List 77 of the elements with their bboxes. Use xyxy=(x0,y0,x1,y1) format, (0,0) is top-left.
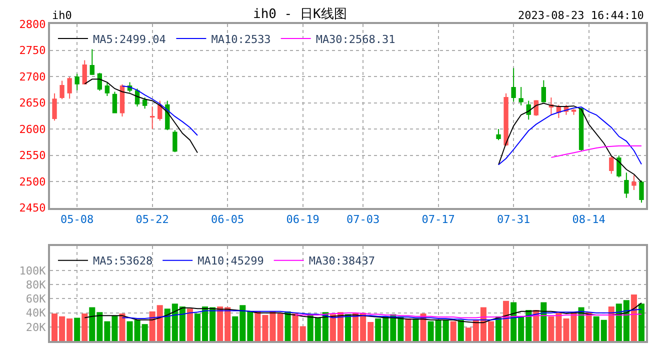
candlestick xyxy=(511,68,516,102)
legend-label: MA10:2533 xyxy=(211,32,271,46)
bar xyxy=(82,314,88,341)
bar xyxy=(533,310,540,341)
y-tick-label: 2450 xyxy=(19,202,46,215)
y-tick-label: 2600 xyxy=(19,122,46,136)
candlestick xyxy=(541,80,546,103)
bar xyxy=(608,306,614,341)
y-tick-label: 2700 xyxy=(19,70,46,84)
candlestick xyxy=(67,76,72,100)
candlestick xyxy=(104,82,110,96)
bar xyxy=(578,307,584,341)
candlestick xyxy=(616,154,622,178)
bar xyxy=(586,312,592,341)
x-tick-label: 05-08 xyxy=(60,213,94,226)
x-tick-label: 06-19 xyxy=(286,213,320,226)
y-tick-label: 40K xyxy=(26,306,46,320)
text: 2023-08-23 16:44:10 xyxy=(518,9,644,22)
candlestick xyxy=(518,86,524,106)
candlestick xyxy=(632,174,636,190)
bar xyxy=(638,304,644,341)
legend-label: MA10:45299 xyxy=(198,254,264,268)
legend-label: MA5:53628 xyxy=(92,254,153,268)
candlestick xyxy=(609,156,614,174)
legend-label: MA30:2568.31 xyxy=(316,32,396,46)
candlestick xyxy=(571,108,576,116)
y-tick-label: 2500 xyxy=(19,175,46,188)
candlestick xyxy=(639,180,644,204)
y-tick-label: 2550 xyxy=(19,149,46,162)
candlestick xyxy=(60,80,64,100)
candlestick xyxy=(150,106,155,130)
candlestick xyxy=(624,172,629,198)
candlestick xyxy=(120,84,125,117)
y-tick-label: 20K xyxy=(26,320,46,334)
candlestick xyxy=(526,100,531,120)
bar xyxy=(570,312,577,341)
candlestick xyxy=(90,48,94,76)
legend-label: MA30:38437 xyxy=(308,254,376,268)
line-series xyxy=(84,302,642,324)
chart-title: ih0 - 日K线图 xyxy=(253,7,347,22)
bar xyxy=(186,308,193,341)
x-tick-label: 06-05 xyxy=(211,213,244,226)
y-tick-label: 2750 xyxy=(19,44,46,58)
bar xyxy=(405,318,412,341)
candlestick xyxy=(496,128,501,141)
candlestick xyxy=(82,60,87,85)
candlestick xyxy=(52,92,57,122)
bar xyxy=(412,318,419,341)
bar xyxy=(630,294,637,341)
y-tick-label: 80K xyxy=(26,278,46,292)
y-tick-label: 2650 xyxy=(19,96,46,110)
bar xyxy=(119,314,126,341)
bar xyxy=(503,300,510,341)
line-series xyxy=(122,308,642,320)
bar xyxy=(450,321,456,341)
candlestick xyxy=(74,73,80,91)
legend-label: MA5:2499.04 xyxy=(92,32,166,46)
candlestick xyxy=(172,130,178,153)
x-tick-label: 07-31 xyxy=(496,213,530,226)
bar xyxy=(540,302,547,341)
candlestick xyxy=(504,92,508,146)
x-tick-label: 07-17 xyxy=(422,213,455,226)
candlestick xyxy=(112,91,118,114)
bar xyxy=(74,318,80,341)
x-tick-label: 07-03 xyxy=(346,213,380,226)
bar xyxy=(344,314,352,341)
y-tick-label: 60K xyxy=(26,292,46,306)
y-tick-label: 100K xyxy=(19,264,46,278)
candlestick xyxy=(578,108,584,152)
x-tick-label: 08-14 xyxy=(572,213,606,226)
candlestick xyxy=(142,97,148,110)
line-series xyxy=(550,145,642,158)
bar xyxy=(458,320,464,341)
y-tick-label: 2800 xyxy=(19,18,46,31)
text: ih0 xyxy=(52,9,72,22)
bar xyxy=(284,311,291,341)
x-tick-label: 05-22 xyxy=(136,213,169,226)
